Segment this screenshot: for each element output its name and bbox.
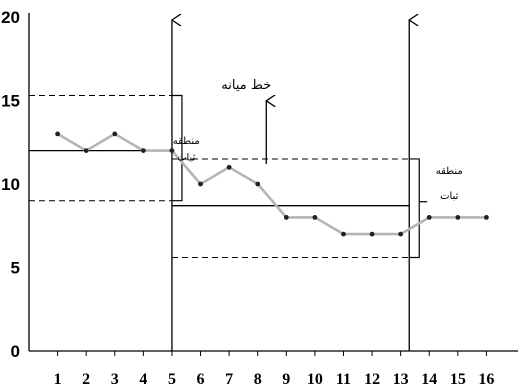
- series-layer: [55, 131, 489, 237]
- y-tick-label: 5: [11, 259, 20, 278]
- data-point: [484, 215, 489, 220]
- x-tick-label: 10: [307, 371, 323, 388]
- x-tick-label: 16: [478, 371, 494, 388]
- x-tick-label: 3: [111, 371, 119, 388]
- data-point: [112, 131, 118, 137]
- data-point: [426, 215, 432, 220]
- x-tick-label: 11: [336, 371, 351, 388]
- stability-zone-label: منطقه: [436, 166, 463, 177]
- x-tick-label: 7: [225, 371, 233, 388]
- x-tick-label: 4: [139, 371, 147, 388]
- y-tick-label: 0: [11, 342, 20, 361]
- stability-zone-label: ثبات: [440, 191, 458, 202]
- x-tick-label: 1: [54, 371, 62, 388]
- data-point: [398, 231, 404, 237]
- x-tick-label: 9: [282, 371, 290, 388]
- y-tick-label: 15: [1, 92, 20, 111]
- data-point: [169, 148, 175, 154]
- data-line: [56, 132, 487, 236]
- stability-zone-label: ثبات: [177, 153, 195, 164]
- data-point: [55, 131, 60, 137]
- data-point: [341, 231, 346, 237]
- x-tick-label: 6: [197, 371, 205, 388]
- data-point: [83, 148, 89, 154]
- stability-bracket: [409, 158, 420, 259]
- x-tick-label: 8: [254, 371, 262, 388]
- x-tick-label: 5: [168, 371, 176, 388]
- y-tick-label: 10: [1, 175, 20, 194]
- phases-layer: [29, 20, 428, 351]
- data-point: [312, 215, 318, 220]
- data-point: [198, 181, 203, 187]
- stability-zone-label: منطقه: [173, 136, 200, 147]
- data-point: [455, 215, 461, 220]
- x-tick-label: 14: [421, 371, 437, 388]
- stability-bracket: [171, 94, 183, 202]
- y-tick-label: 20: [1, 8, 20, 27]
- data-point: [283, 215, 289, 220]
- x-tick-label: 12: [364, 371, 380, 388]
- data-point: [255, 181, 261, 187]
- data-point: [140, 148, 146, 154]
- x-tick-label: 2: [82, 371, 90, 388]
- x-tick-label: 15: [450, 371, 466, 388]
- data-point: [226, 164, 232, 170]
- annotations-layer: خط میانه منطقه ثبات منطقه ثبات: [173, 78, 463, 202]
- x-tick-label: 13: [393, 371, 409, 388]
- data-point: [369, 231, 375, 237]
- median-line-label: خط میانه: [221, 78, 271, 93]
